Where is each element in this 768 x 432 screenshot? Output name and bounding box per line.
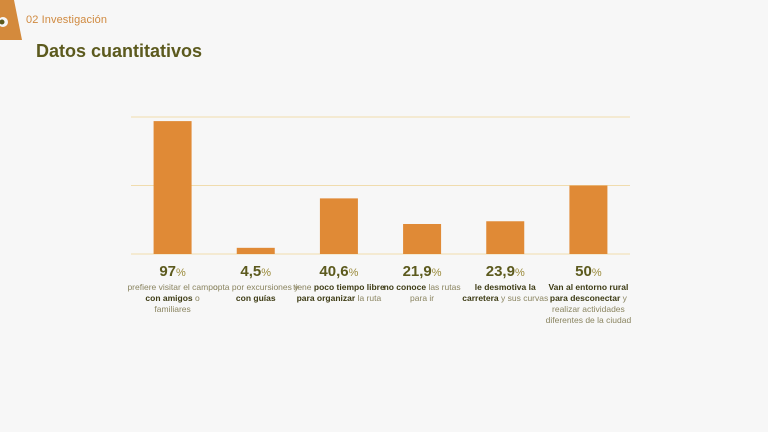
stat-description: le desmotiva la carretera y sus curvas xyxy=(459,282,551,304)
description-part: le desmotiva la carretera xyxy=(462,282,536,303)
description-part: poco tiempo libre para organizar xyxy=(296,282,385,303)
description-part: las rutas para ir xyxy=(410,282,461,303)
data-label-unit: % xyxy=(514,267,525,279)
description-part: con amigos xyxy=(145,293,193,303)
data-label: 40,6% xyxy=(293,263,385,280)
stat-description: no conoce las rutas para ir xyxy=(376,282,468,304)
stat-description: prefiere visitar el campo con amigos o f… xyxy=(127,282,219,315)
data-label-unit: % xyxy=(261,267,272,279)
data-label-unit: % xyxy=(348,267,359,279)
description-part: la ruta xyxy=(355,293,382,303)
description-part: no conoce xyxy=(383,282,427,292)
logo-triangle-icon xyxy=(0,0,22,40)
description-part: opta por excursiones y xyxy=(212,282,299,292)
data-label-unit: % xyxy=(591,267,602,279)
description-part: Van al entorno rural para desconectar xyxy=(548,282,629,303)
data-label-number: 50 xyxy=(575,263,592,280)
data-label-number: 23,9 xyxy=(485,263,515,280)
bar-2 xyxy=(236,247,275,254)
stat-label-2: 4,5% opta por excursiones y con guías xyxy=(210,263,302,304)
bar-4 xyxy=(403,223,442,254)
description-part: con guías xyxy=(235,293,276,303)
bar-3 xyxy=(319,198,358,254)
description-part: o familiares xyxy=(154,293,200,314)
section-label: 02 Investigación xyxy=(26,14,108,26)
stat-label-3: 40,6% tiene poco tiempo libre para organi… xyxy=(293,263,385,304)
stat-label-5: 23,9% le desmotiva la carretera y sus cur… xyxy=(459,263,551,304)
description-part: prefiere visitar el campo xyxy=(127,282,218,292)
data-label: 50% xyxy=(542,263,634,280)
description-part: y realizar actividades diferentes de la … xyxy=(545,293,632,325)
data-label: 4,5% xyxy=(210,263,302,280)
data-label-number: 21,9 xyxy=(402,263,432,280)
page-title: Datos cuantitativos xyxy=(36,41,203,61)
bar-6 xyxy=(569,185,608,254)
data-label: 21,9% xyxy=(376,263,468,280)
stat-description: Van al entorno rural para desconectar y … xyxy=(542,282,634,326)
stat-label-1: 97% prefiere visitar el campo con amigos … xyxy=(127,263,219,315)
data-label-number: 4,5 xyxy=(240,263,262,280)
data-label-unit: % xyxy=(431,267,442,279)
stat-description: tiene poco tiempo libre para organizar l… xyxy=(293,282,385,304)
data-label-number: 40,6 xyxy=(319,263,349,280)
bar-5 xyxy=(486,221,525,254)
data-label-number: 97 xyxy=(159,263,177,280)
stat-label-6: 50% Van al entorno rural para desconectar… xyxy=(542,263,634,326)
description-part: y sus curvas xyxy=(498,293,549,303)
stat-description: opta por excursiones y con guías xyxy=(210,282,302,304)
data-label: 97% xyxy=(127,263,219,280)
description-part: tiene xyxy=(293,282,314,292)
stat-label-4: 21,9% no conoce las rutas para ir xyxy=(376,263,468,304)
data-label-unit: % xyxy=(176,267,186,279)
bar-1 xyxy=(153,121,192,254)
data-label: 23,9% xyxy=(459,263,551,280)
